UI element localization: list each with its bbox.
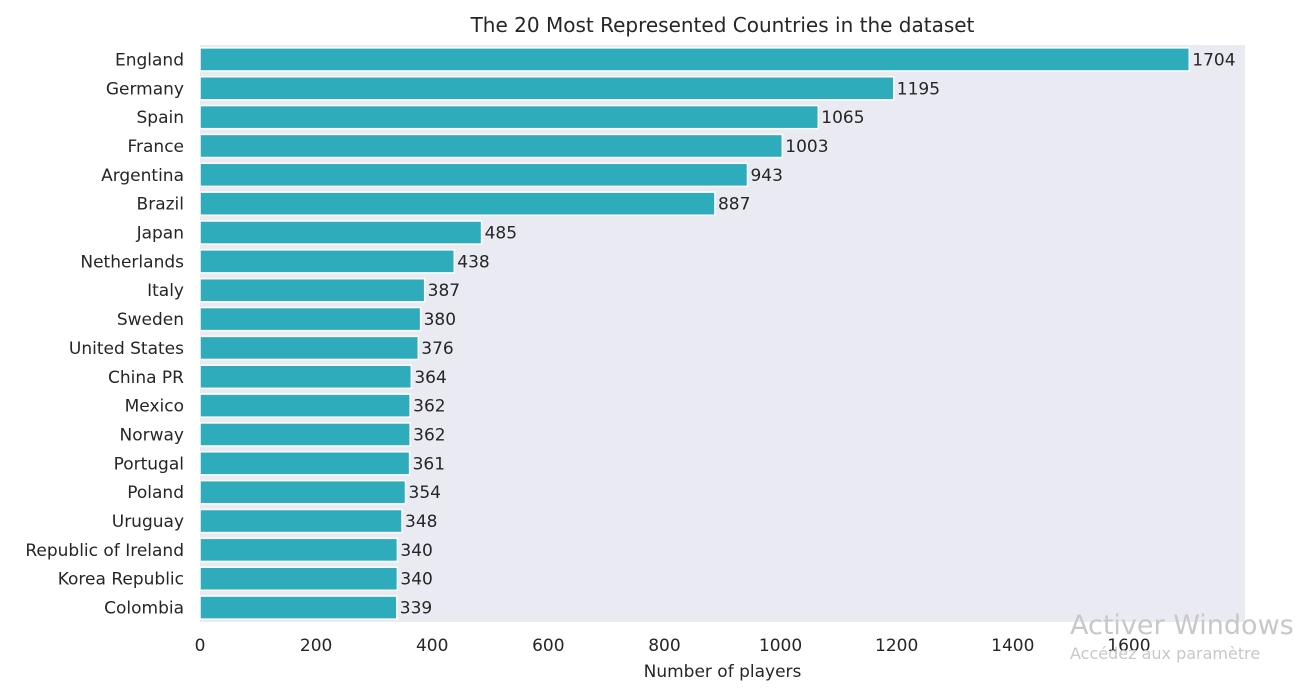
value-label: 1065 [821, 108, 864, 128]
category-label: Italy [147, 281, 184, 301]
category-label: Spain [137, 108, 185, 128]
category-labels: England Germany Spain France Argentina Brazil… [25, 50, 184, 618]
category-label: Argentina [101, 166, 184, 186]
category-label: Colombia [104, 599, 184, 619]
bar [199, 75, 895, 101]
category-label: Germany [106, 79, 184, 99]
category-label: Portugal [114, 454, 184, 474]
category-label: France [127, 137, 184, 157]
bar [199, 537, 399, 563]
x-axis-label: Number of players [644, 662, 802, 682]
value-label: 387 [428, 281, 460, 301]
category-label: Mexico [125, 397, 184, 417]
value-label: 1195 [897, 79, 940, 99]
category-label: Norway [120, 425, 185, 445]
category-label: Netherlands [80, 252, 184, 272]
x-tick-label: 200 [300, 636, 332, 656]
value-label: 340 [400, 541, 432, 561]
bar [199, 595, 398, 620]
x-tick-label: 1400 [991, 636, 1034, 656]
category-label: Poland [127, 483, 184, 503]
bar [199, 451, 411, 476]
bar [199, 335, 420, 361]
bar [199, 220, 483, 245]
category-label: United States [69, 339, 184, 359]
category-label: Sweden [117, 310, 184, 330]
bar [199, 162, 749, 188]
bar [199, 479, 407, 505]
bar [199, 133, 784, 159]
bar [199, 249, 456, 274]
bar [199, 422, 411, 447]
bar [199, 393, 411, 418]
value-label: 364 [414, 368, 446, 388]
x-tick-label: 1000 [759, 636, 802, 656]
value-label: 438 [457, 252, 489, 272]
x-tick-label: 0 [195, 636, 206, 656]
value-label: 376 [421, 339, 453, 359]
value-label: 362 [413, 425, 445, 445]
bar [199, 364, 413, 390]
x-tick-labels: 0 200 400 600 800 1000 1200 1400 1600 [195, 636, 1151, 656]
value-label: 1704 [1192, 50, 1235, 70]
category-label: China PR [108, 368, 184, 388]
bar [199, 508, 403, 534]
value-label: 887 [718, 195, 750, 215]
x-tick-label: 1200 [875, 636, 918, 656]
value-label: 380 [424, 310, 456, 330]
bar [199, 277, 426, 303]
value-label: 340 [400, 570, 432, 590]
x-tick-label: 800 [648, 636, 680, 656]
value-label: 1003 [785, 137, 828, 157]
x-tick-label: 1600 [1107, 636, 1150, 656]
bar [199, 306, 422, 332]
value-label: 362 [413, 397, 445, 417]
bar [199, 566, 399, 592]
bar [199, 104, 820, 130]
windows-activation-watermark: Activer Windows Accédez aux paramètre [1070, 609, 1294, 665]
plot-background [200, 45, 1245, 622]
category-label: Uruguay [112, 512, 184, 532]
value-label: 339 [400, 599, 432, 619]
bar [199, 191, 716, 216]
value-label: 348 [405, 512, 437, 532]
category-label: Republic of Ireland [25, 541, 184, 561]
value-label: 485 [485, 224, 517, 244]
x-tick-label: 400 [416, 636, 448, 656]
bars-group [199, 47, 1191, 620]
category-label: Korea Republic [58, 570, 184, 590]
watermark-subtitle: Accédez aux paramètre [1070, 644, 1261, 663]
chart-title: The 20 Most Represented Countries in the… [470, 13, 975, 37]
value-label: 943 [750, 166, 782, 186]
category-label: England [115, 50, 184, 70]
bar [199, 47, 1191, 72]
value-label: 354 [409, 483, 441, 503]
category-label: Japan [136, 224, 184, 244]
category-label: Brazil [137, 195, 184, 215]
watermark-title: Activer Windows [1070, 610, 1294, 641]
value-label: 361 [413, 454, 445, 474]
x-tick-label: 600 [532, 636, 564, 656]
